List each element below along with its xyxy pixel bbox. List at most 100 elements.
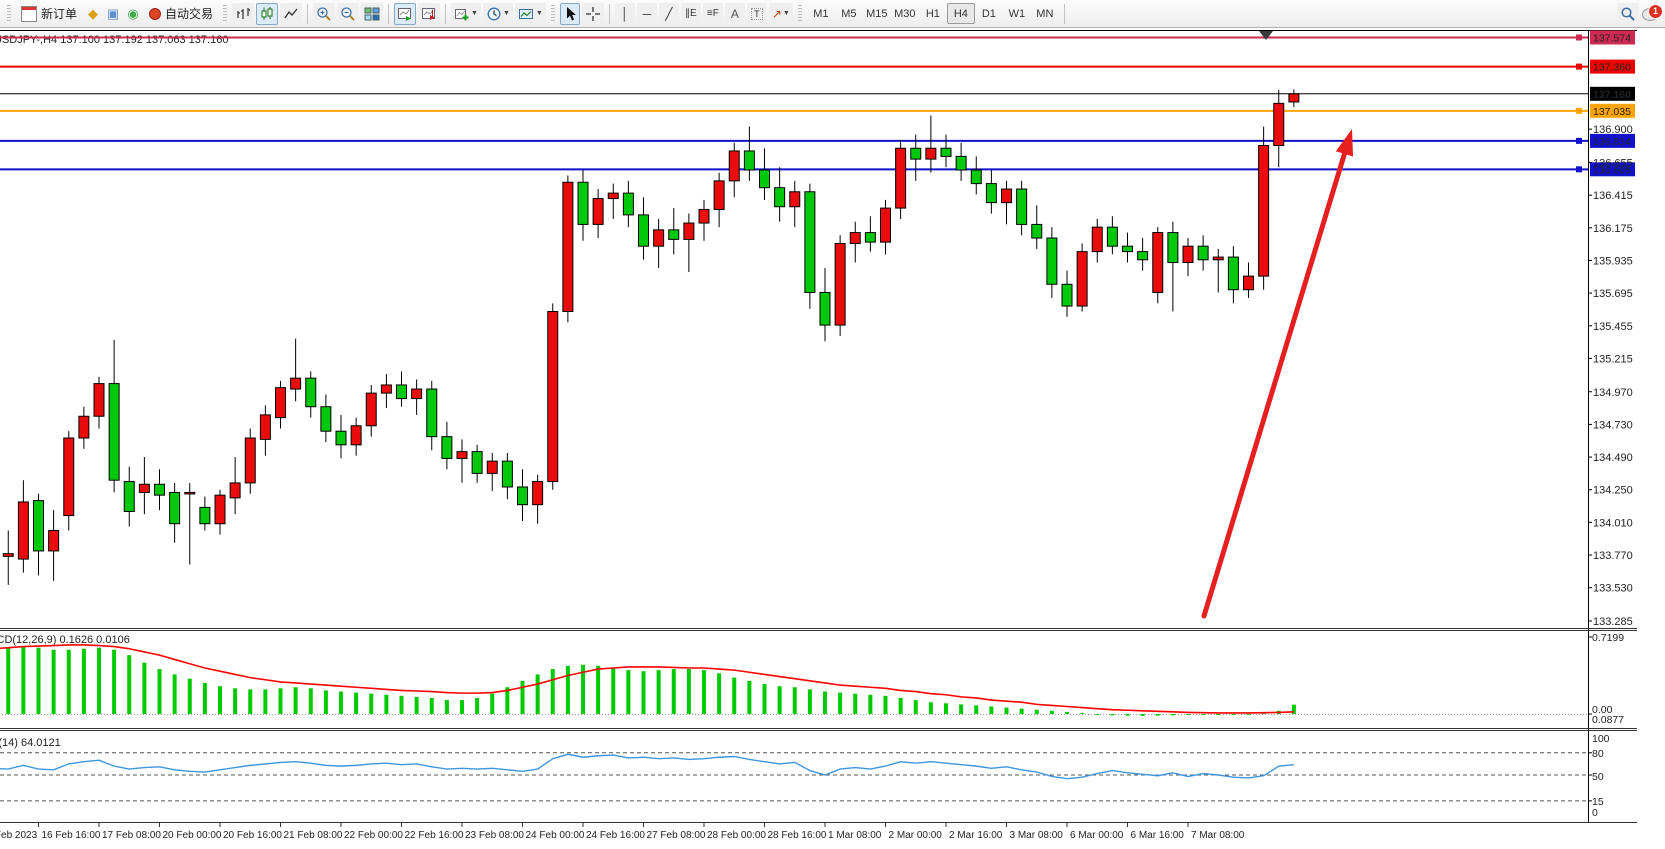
candle — [940, 147, 952, 157]
macd-histogram-bar — [1080, 712, 1085, 714]
fibonacci-tool-button[interactable]: ≡F — [702, 2, 723, 25]
candle — [1016, 188, 1028, 225]
hline-handle[interactable] — [1576, 34, 1582, 41]
candle — [1122, 245, 1133, 253]
current-price-badge — [1590, 86, 1635, 101]
chart-area[interactable]: ▼ USDJPY-,H4 137.100 137.192 137.063 137… — [0, 28, 1665, 844]
vertical-line-tool-button[interactable]: │ — [614, 2, 635, 25]
candle — [547, 310, 559, 483]
horizontal-line-tool-button[interactable]: ─ — [636, 2, 657, 25]
price-line-badge — [1590, 133, 1635, 148]
toolbar-grip[interactable] — [797, 4, 802, 23]
macd-histogram-bar — [1216, 714, 1221, 715]
macd-label: MACD(12,26,9) 0.1626 0.0106 — [0, 634, 130, 646]
separator — [1063, 3, 1065, 24]
price-tick-label: 136.415 — [1593, 190, 1633, 202]
price-tick-label: 133.770 — [1593, 550, 1633, 562]
price-tick-label: 134.250 — [1593, 485, 1633, 497]
gold-icon[interactable]: ◆ — [88, 5, 99, 21]
tile-windows-button[interactable] — [361, 2, 384, 25]
timeframe-h4-button[interactable]: H4 — [946, 3, 975, 24]
macd-histogram-bar — [989, 706, 994, 714]
macd-histogram-bar — [550, 669, 555, 714]
rsi-scale-50: 50 — [1592, 771, 1604, 783]
macd-histogram-bar — [202, 682, 207, 714]
charts-window-icon[interactable]: ▣ — [106, 5, 120, 21]
notifications-button[interactable]: 1 — [1641, 3, 1663, 24]
hline-handle[interactable] — [1576, 63, 1582, 70]
line-chart-button[interactable] — [280, 2, 303, 25]
arrows-tool-button[interactable]: ↗ ▼ — [768, 2, 793, 25]
timeframe-d1-button[interactable]: D1 — [975, 3, 1003, 24]
candle — [985, 183, 997, 204]
timeframe-m30-button[interactable]: M30 — [891, 3, 919, 24]
auto-trading-button[interactable]: 自动交易 — [144, 2, 218, 25]
notification-badge: 1 — [1648, 3, 1663, 19]
periods-button[interactable]: ▼ — [482, 2, 513, 25]
new-order-button[interactable]: 新订单 — [16, 2, 82, 25]
candle — [622, 192, 634, 216]
candle — [1227, 256, 1239, 291]
toolbar-grip[interactable] — [7, 4, 11, 23]
candle — [320, 406, 332, 432]
macd-histogram-bar — [490, 693, 495, 714]
zoom-out-button[interactable] — [337, 2, 360, 25]
price-tick-label: 134.490 — [1593, 452, 1633, 464]
candle — [229, 482, 241, 499]
price-tick-label: 133.530 — [1593, 583, 1633, 595]
timeframe-h1-button[interactable]: H1 — [919, 3, 947, 24]
time-tick-label: 17 Feb 08:00 — [102, 830, 161, 841]
timeframe-m1-button[interactable]: M1 — [807, 3, 835, 24]
hline-handle[interactable] — [1576, 107, 1582, 114]
cursor-button[interactable] — [559, 2, 580, 25]
trend-arrow-object[interactable] — [1201, 141, 1350, 619]
trend-arrow-head[interactable] — [1335, 129, 1354, 157]
bar-chart-button[interactable] — [232, 2, 255, 25]
macd-histogram-bar — [354, 692, 359, 714]
trendline-tool-button[interactable]: ╱ — [658, 2, 679, 25]
timeframe-mn-button[interactable]: MN — [1031, 3, 1059, 24]
macd-histogram-bar — [142, 662, 147, 714]
time-tick-label: 27 Feb 08:00 — [647, 830, 706, 841]
hline-handle[interactable] — [1576, 166, 1582, 173]
chart-shift-button[interactable] — [418, 2, 441, 25]
candle — [1106, 226, 1118, 247]
macd-histogram-bar — [369, 693, 374, 714]
macd-histogram-bar — [475, 697, 480, 714]
macd-histogram-bar — [1231, 714, 1236, 715]
timeframe-m5-button[interactable]: M5 — [835, 3, 863, 24]
timeframe-w1-button[interactable]: W1 — [1003, 3, 1031, 24]
hline-handle[interactable] — [1576, 137, 1582, 144]
auto-scroll-button[interactable] — [394, 2, 417, 25]
macd-histogram-bar — [1110, 714, 1115, 716]
candlestick-chart-button[interactable] — [256, 2, 279, 25]
time-tick-label: 24 Feb 00:00 — [526, 830, 585, 841]
channel-tool-button[interactable]: ∥E — [680, 2, 701, 25]
candle — [486, 460, 498, 474]
macd-histogram-bar — [913, 700, 918, 714]
dropdown-caret-icon: ▼ — [535, 10, 543, 17]
auto-scroll-icon — [398, 7, 412, 21]
zoom-in-button[interactable] — [313, 2, 336, 25]
time-tick-label: 24 Feb 16:00 — [586, 830, 645, 841]
candle — [48, 530, 60, 552]
text-tool-button[interactable]: A — [724, 2, 745, 25]
signal-icon[interactable]: ◉ — [127, 5, 139, 21]
timeframe-m15-button[interactable]: M15 — [863, 3, 891, 24]
macd-histogram-bar — [565, 665, 570, 714]
candle — [970, 169, 982, 185]
macd-histogram-bar — [384, 694, 389, 714]
search-button[interactable] — [1617, 2, 1639, 25]
toolbar-grip[interactable] — [550, 4, 555, 23]
crosshair-button[interactable] — [581, 2, 604, 25]
candle — [955, 155, 967, 171]
candle — [562, 181, 574, 312]
macd-histogram-bar — [1246, 713, 1251, 715]
candle — [577, 181, 589, 225]
text-label-tool-button[interactable]: T — [746, 2, 767, 25]
price-line-badge-label: 137.035 — [1593, 106, 1631, 118]
chart-shift-marker[interactable] — [1259, 31, 1273, 40]
templates-button[interactable]: ▼ — [514, 2, 546, 25]
toolbar-grip[interactable] — [223, 4, 228, 23]
indicators-button[interactable]: ▼ — [451, 2, 481, 25]
